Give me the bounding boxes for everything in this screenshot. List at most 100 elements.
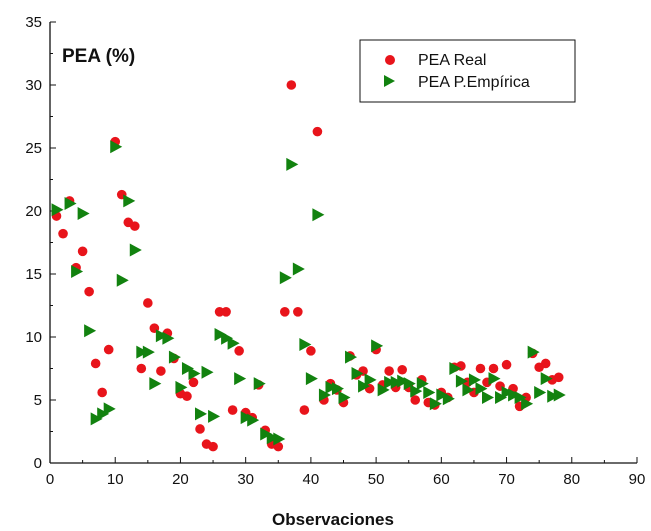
data-point-pea-real	[84, 286, 94, 297]
data-point-pea-empirica	[423, 385, 436, 399]
data-point-pea-empirica	[358, 379, 371, 393]
data-point-pea-real	[77, 246, 88, 257]
x-tick-label: 70	[498, 471, 515, 488]
data-point-pea-empirica	[384, 375, 397, 389]
y-tick-label: 15	[25, 266, 42, 283]
data-point-pea-empirica	[221, 331, 234, 345]
data-point-pea-empirica	[195, 407, 208, 421]
data-point-pea-real	[488, 363, 499, 374]
data-point-pea-real	[195, 424, 205, 434]
data-point-pea-empirica	[90, 412, 103, 426]
legend-label-pea-real: PEA Real	[418, 52, 486, 69]
data-point-pea-empirica	[110, 140, 123, 154]
legend-marker-pea-real	[385, 55, 395, 65]
data-point-pea-empirica	[84, 324, 97, 338]
data-point-pea-empirica	[364, 373, 377, 387]
data-point-pea-empirica	[377, 383, 390, 397]
data-point-pea-real	[501, 359, 512, 370]
data-point-pea-real	[97, 387, 107, 398]
data-point-pea-empirica	[371, 339, 384, 353]
data-point-pea-empirica	[345, 350, 358, 364]
data-point-pea-empirica	[77, 207, 90, 221]
data-points	[51, 80, 566, 452]
data-point-pea-real	[156, 366, 166, 376]
data-point-pea-empirica	[547, 389, 560, 403]
data-point-pea-real	[143, 298, 153, 308]
data-point-pea-empirica	[299, 338, 312, 352]
data-point-pea-empirica	[175, 380, 188, 394]
data-point-pea-empirica	[292, 262, 305, 276]
data-point-pea-empirica	[71, 264, 84, 278]
x-tick-label: 10	[107, 471, 124, 488]
data-point-pea-empirica	[273, 432, 286, 446]
legend: PEA Real PEA P.Empírica	[359, 39, 576, 103]
data-point-pea-empirica	[540, 372, 553, 386]
data-point-pea-empirica	[260, 427, 273, 441]
x-tick-label: 40	[303, 471, 320, 488]
data-point-pea-real	[129, 221, 140, 231]
data-point-pea-empirica	[149, 377, 162, 391]
x-tick-label: 20	[172, 471, 189, 488]
data-point-pea-empirica	[514, 390, 527, 404]
x-tick-label: 80	[563, 471, 580, 488]
data-point-pea-empirica	[397, 374, 410, 388]
data-point-pea-empirica	[475, 382, 488, 396]
data-point-pea-empirica	[123, 194, 136, 208]
data-point-pea-real	[540, 358, 551, 369]
data-point-pea-empirica	[253, 377, 266, 391]
data-point-pea-real	[227, 405, 238, 415]
data-point-pea-empirica	[247, 413, 260, 427]
y-tick-label: 30	[25, 77, 42, 94]
data-point-pea-real	[273, 441, 284, 452]
data-point-pea-empirica	[338, 390, 351, 404]
legend-label-pea-empirica: PEA P.Empírica	[418, 74, 530, 91]
y-tick-label: 25	[25, 140, 42, 157]
data-point-pea-empirica	[168, 350, 181, 364]
data-point-pea-empirica	[462, 383, 475, 397]
data-point-pea-real	[312, 126, 323, 137]
data-point-pea-empirica	[527, 345, 540, 359]
data-point-pea-empirica	[521, 397, 534, 411]
data-point-pea-empirica	[534, 385, 547, 399]
data-point-pea-real	[293, 307, 303, 317]
data-point-pea-real	[136, 363, 147, 374]
data-point-pea-empirica	[142, 345, 155, 359]
data-point-pea-empirica	[312, 208, 325, 222]
data-point-pea-empirica	[234, 372, 247, 386]
y-tick-label: 20	[25, 203, 42, 220]
x-tick-label: 30	[237, 471, 254, 488]
data-point-pea-empirica	[240, 411, 253, 425]
x-tick-label: 90	[629, 471, 646, 488]
data-point-pea-empirica	[488, 372, 501, 386]
legend-marker-pea-empirica	[384, 75, 395, 87]
data-point-pea-empirica	[449, 362, 462, 375]
data-point-pea-real	[299, 405, 310, 415]
data-point-pea-empirica	[410, 384, 423, 398]
data-point-pea-empirica	[51, 203, 64, 217]
data-point-pea-empirica	[508, 388, 521, 402]
data-point-pea-empirica	[181, 362, 194, 375]
data-point-pea-empirica	[208, 409, 221, 423]
data-point-pea-real	[280, 307, 290, 317]
data-point-pea-empirica	[201, 365, 214, 379]
data-point-pea-empirica	[481, 390, 494, 404]
y-axis-ticks: 0 5 10 15 20 25 30 35	[25, 14, 56, 472]
data-point-pea-real	[384, 366, 394, 376]
data-point-pea-empirica	[351, 367, 364, 381]
data-point-pea-empirica	[390, 375, 403, 389]
x-tick-label: 50	[368, 471, 385, 488]
data-point-pea-empirica	[155, 329, 168, 343]
data-point-pea-real	[306, 346, 316, 356]
data-point-pea-empirica	[129, 243, 142, 257]
data-point-pea-empirica	[266, 431, 279, 445]
y-tick-label: 35	[25, 14, 42, 31]
data-point-pea-real	[286, 80, 297, 90]
x-tick-label: 0	[46, 471, 54, 488]
data-point-pea-empirica	[468, 373, 481, 387]
data-point-pea-real	[90, 358, 101, 369]
data-point-pea-empirica	[553, 388, 566, 402]
data-point-pea-empirica	[495, 390, 508, 404]
data-point-pea-empirica	[64, 196, 77, 210]
data-point-pea-empirica	[103, 402, 116, 416]
